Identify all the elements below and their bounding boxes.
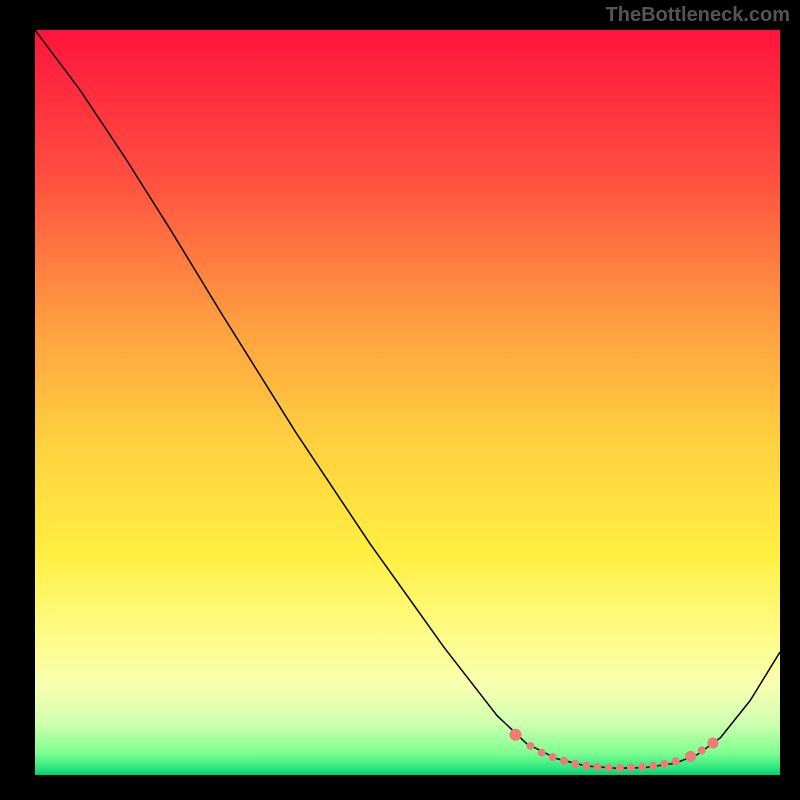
curve-marker (510, 729, 522, 741)
curve-marker (672, 757, 680, 765)
curve-marker (526, 742, 534, 750)
watermark-text: TheBottleneck.com (606, 4, 790, 27)
plot-area (35, 30, 780, 775)
curve-marker (698, 746, 706, 754)
curve-marker (707, 737, 718, 748)
curve-marker (571, 760, 579, 768)
curve-marker (616, 764, 624, 772)
curve-marker (685, 751, 696, 762)
curve-marker (582, 762, 590, 770)
curve-marker (649, 762, 657, 770)
curve-marker (638, 763, 646, 771)
curve-marker (627, 764, 635, 772)
gradient-background (35, 30, 780, 775)
chart-container: TheBottleneck.com (0, 0, 800, 800)
curve-marker (593, 763, 601, 771)
curve-marker (549, 753, 557, 761)
curve-marker (661, 760, 669, 768)
curve-marker (538, 749, 546, 757)
chart-svg (35, 30, 780, 775)
curve-marker (560, 757, 568, 765)
curve-marker (605, 764, 613, 772)
